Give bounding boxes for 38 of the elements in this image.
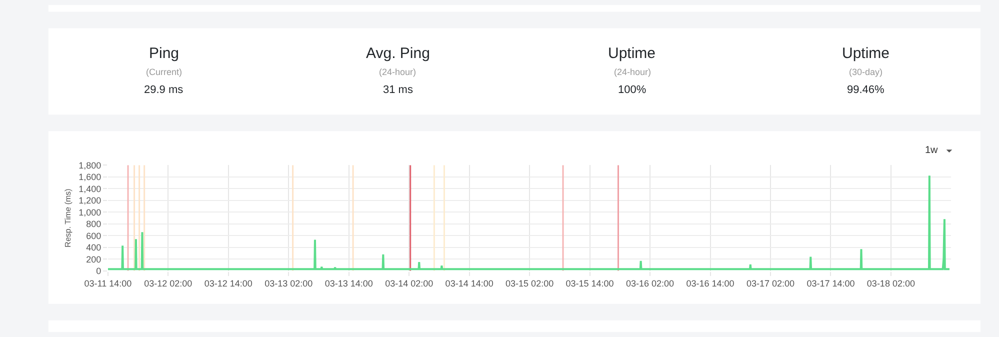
y-tick-label: 600: [86, 230, 102, 241]
x-tick-label: 03-17 14:00: [806, 278, 855, 289]
y-tick-label: 400: [86, 242, 102, 253]
text: (Current): [146, 67, 182, 77]
text: Uptime: [842, 45, 890, 62]
y-axis-title: Resp. Time (ms): [63, 188, 72, 248]
x-tick-label: 03-12 14:00: [204, 278, 252, 289]
text: 100%: [618, 84, 646, 96]
x-tick-label: 03-13 02:00: [264, 278, 313, 289]
text: (24-hour): [614, 67, 652, 77]
text: 99.46%: [847, 84, 885, 96]
y-tick-label: 0: [96, 266, 102, 276]
x-tick-label: 03-18 02:00: [866, 278, 915, 289]
x-tick-label: 03-11 14:00: [84, 278, 132, 289]
x-tick-label: 03-12 02:00: [144, 278, 192, 289]
text: 29.9 ms: [144, 84, 184, 96]
y-tick-label: 1,400: [78, 184, 102, 194]
y-tick-label: 1,800: [78, 160, 102, 170]
x-tick-label: 03-16 02:00: [626, 278, 674, 289]
text: Avg. Ping: [366, 45, 430, 62]
x-tick-label: 03-14 02:00: [385, 278, 434, 289]
y-tick-label: 1,000: [78, 207, 102, 218]
x-tick-label: 03-14 14:00: [445, 278, 494, 289]
x-tick-label: 03-13 14:00: [324, 278, 373, 289]
text: Ping: [149, 45, 180, 62]
y-tick-label: 800: [86, 219, 102, 230]
text: (30-day): [849, 67, 883, 77]
y-tick-label: 200: [86, 254, 102, 264]
text: 1w: [925, 145, 939, 156]
x-tick-label: 03-15 14:00: [566, 278, 614, 289]
y-tick-label: 1,600: [78, 172, 102, 182]
text: 31 ms: [383, 84, 414, 96]
x-tick-label: 03-17 02:00: [746, 278, 795, 289]
y-tick-label: 1,200: [78, 196, 102, 206]
text: (24-hour): [379, 67, 416, 77]
x-tick-label: 03-15 02:00: [506, 278, 554, 289]
x-tick-label: 03-16 14:00: [686, 278, 734, 289]
text: Uptime: [608, 45, 656, 62]
